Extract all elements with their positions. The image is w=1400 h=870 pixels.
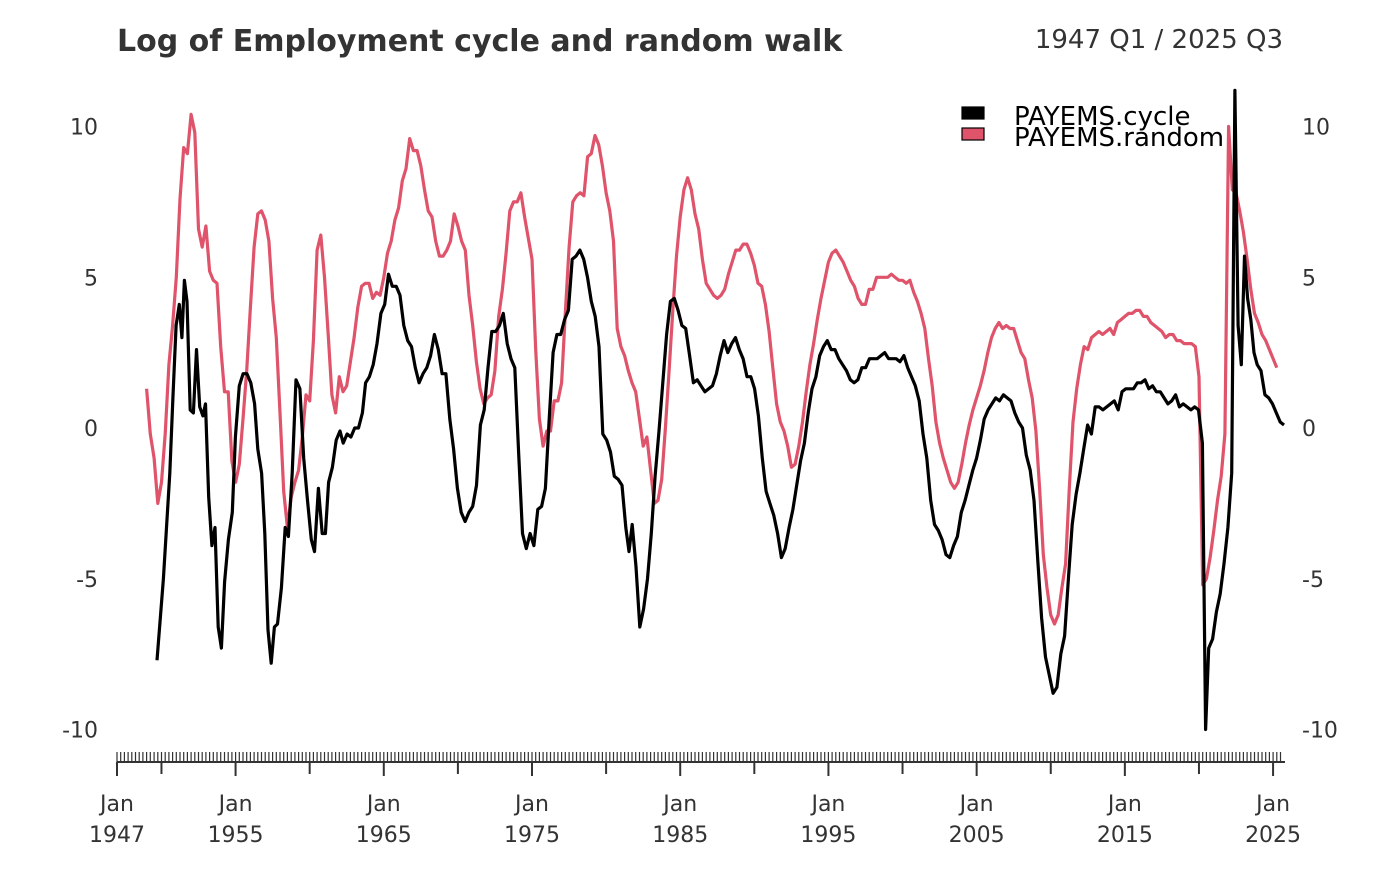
y-tick-label-left: -5 bbox=[76, 568, 98, 593]
y-tick-label-right: -5 bbox=[1302, 568, 1324, 593]
y-tick-label-right: 0 bbox=[1302, 417, 1316, 442]
series-line-payems-random bbox=[145, 112, 1279, 626]
legend-swatch bbox=[961, 106, 985, 120]
y-tick-label-right: 10 bbox=[1302, 116, 1330, 141]
series-layer bbox=[145, 88, 1285, 732]
legend-label: PAYEMS.random bbox=[1014, 123, 1224, 153]
legend-label: PAYEMS.cycle bbox=[1014, 102, 1191, 132]
x-tick-label-year: 1965 bbox=[356, 823, 412, 848]
x-tick-label-year: 2005 bbox=[949, 823, 1005, 848]
x-axis: Jan 1947 Jan 1955 Jan 1965 Jan 1975 Jan 1985 Jan 19… bbox=[89, 752, 1301, 848]
y-tick-label-left: 10 bbox=[70, 116, 98, 141]
x-tick-label-year: 1995 bbox=[800, 823, 856, 848]
chart-title: Log of Employment cycle and random walk bbox=[117, 24, 843, 59]
chart-subtitle: 1947 Q1 / 2025 Q3 bbox=[1035, 25, 1283, 55]
x-tick-label-year: 2015 bbox=[1097, 823, 1153, 848]
x-tick-label-year: 2025 bbox=[1245, 823, 1301, 848]
legend-swatch bbox=[961, 127, 985, 141]
x-tick-label-month: Jan bbox=[98, 792, 134, 817]
y-axis-right: 10 5 0 -5 -10 bbox=[1302, 116, 1338, 744]
y-tick-label-left: -10 bbox=[62, 719, 98, 744]
x-minor-ticks bbox=[116, 752, 1282, 762]
y-tick-label-left: 0 bbox=[84, 417, 98, 442]
x-tick-label-month: Jan bbox=[513, 792, 549, 817]
x-tick-label-month: Jan bbox=[661, 792, 697, 817]
series-line-payems-cycle bbox=[155, 88, 1285, 732]
x-tick-label-year: 1975 bbox=[504, 823, 560, 848]
x-tick-label-month: Jan bbox=[217, 792, 253, 817]
y-axis-left: 10 5 0 -5 -10 bbox=[62, 116, 98, 744]
x-tick-label-month: Jan bbox=[365, 792, 401, 817]
x-tick-label-month: Jan bbox=[958, 792, 994, 817]
y-tick-label-left: 5 bbox=[84, 266, 98, 291]
x-tick-label-year: 1985 bbox=[652, 823, 708, 848]
x-tick-label-month: Jan bbox=[1254, 792, 1290, 817]
x-tick-label-month: Jan bbox=[1106, 792, 1142, 817]
x-tick-label-year: 1955 bbox=[208, 823, 264, 848]
y-tick-label-right: 5 bbox=[1302, 266, 1316, 291]
x-tick-label-month: Jan bbox=[809, 792, 845, 817]
y-tick-label-right: -10 bbox=[1302, 719, 1338, 744]
x-tick-label-year: 1947 bbox=[89, 823, 145, 848]
